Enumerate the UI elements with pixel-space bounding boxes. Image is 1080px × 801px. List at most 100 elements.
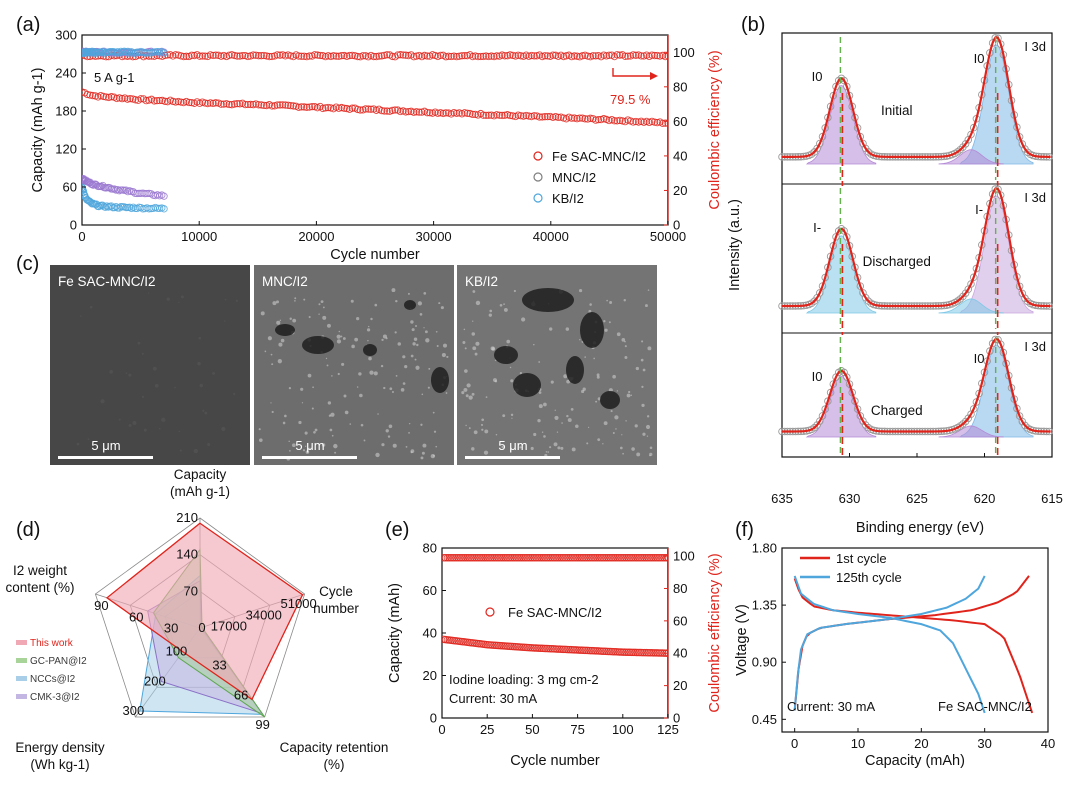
- series-fe-sac-mnc-i2-capacity-point: [118, 94, 126, 103]
- panel-e-efficiency-point: [579, 553, 587, 562]
- sem-texture-dot: [421, 451, 425, 455]
- panel-e-efficiency-point: [474, 553, 482, 562]
- sem-texture-dot: [471, 447, 475, 451]
- series-fe-sac-mnc-i2-efficiency-point: [517, 52, 525, 60]
- series-fe-sac-mnc-i2-capacity-point: [610, 117, 619, 125]
- sem-texture-dot: [204, 411, 208, 415]
- radar-axis-label: Energy density: [15, 740, 105, 755]
- series-fe-sac-mnc-i2-efficiency-point: [605, 51, 613, 59]
- panel-e-efficiency-point: [590, 553, 598, 562]
- sem-texture-dot: [270, 353, 273, 356]
- scalebar-kb: [465, 456, 560, 459]
- sem-texture-dot: [342, 337, 346, 340]
- sem-texture-dot: [615, 428, 617, 430]
- scalebar-fe-sac: [58, 456, 153, 459]
- panel-a-y2-tick-label: 20: [673, 183, 687, 198]
- sem-texture-dot: [380, 364, 384, 368]
- sem-texture-dot: [608, 321, 611, 324]
- sem-texture-dot: [322, 306, 325, 309]
- panel-f-material-note: Fe SAC-MNC/I2: [938, 699, 1032, 714]
- sem-texture-dot: [474, 352, 478, 356]
- panel-b-xlabel: Binding energy (eV): [856, 520, 984, 536]
- series-fe-sac-mnc-i2-efficiency-point: [378, 52, 386, 60]
- series-fe-sac-mnc-i2-capacity-point: [273, 101, 281, 109]
- sem-texture-dot: [538, 391, 542, 394]
- panel-e-y2label: Coulombic efficiency (%): [707, 553, 723, 712]
- sem-texture-dot: [327, 401, 332, 405]
- panel-e-efficiency-point: [544, 553, 553, 562]
- panel-e-y2-tick-label: 60: [673, 613, 687, 628]
- series-fe-sac-mnc-i2-efficiency-point: [436, 51, 445, 60]
- sem-label-kb: KB/I2: [465, 274, 498, 289]
- panel-b-data-point: [810, 423, 819, 432]
- series-fe-sac-mnc-i2-efficiency-point: [311, 51, 319, 59]
- sem-pore: [302, 336, 334, 354]
- sem-texture-dot: [503, 303, 505, 305]
- sem-texture-dot: [511, 417, 513, 419]
- panel-e-efficiency-point: [546, 553, 555, 562]
- panel-b-state-label: Charged: [871, 403, 923, 418]
- scalebar-mnc: [262, 456, 357, 459]
- series-fe-sac-mnc-i2-efficiency-point: [359, 52, 367, 60]
- series-fe-sac-mnc-i2-capacity-point: [415, 108, 423, 116]
- sem-texture-dot: [481, 428, 484, 431]
- sem-texture-dot: [158, 427, 161, 430]
- series-fe-sac-mnc-i2-efficiency-point: [578, 52, 587, 60]
- panel-b-data-point: [834, 76, 843, 85]
- sem-texture-dot: [521, 317, 526, 322]
- series-fe-sac-mnc-i2-capacity-point: [530, 112, 538, 120]
- sem-texture-dot: [465, 424, 467, 427]
- radar-axis-label: (%): [324, 757, 345, 772]
- sem-texture-dot: [491, 347, 496, 351]
- sem-texture-dot: [312, 386, 314, 389]
- series-fe-sac-mnc-i2-capacity-point: [131, 96, 140, 104]
- series-fe-sac-mnc-i2-capacity-point: [228, 101, 236, 109]
- panel-b-data-point: [837, 74, 846, 83]
- series-fe-sac-mnc-i2-efficiency-point: [613, 51, 621, 59]
- panel-a-y2-tick-label: 0: [673, 218, 680, 233]
- panel-e-efficiency-point: [515, 553, 524, 562]
- sem-texture-dot: [636, 452, 641, 457]
- sem-texture-dot: [410, 354, 414, 358]
- series-fe-sac-mnc-i2-capacity-point: [485, 111, 493, 119]
- sem-texture-dot: [430, 453, 436, 459]
- sem-texture-dot: [584, 356, 586, 358]
- series-fe-sac-mnc-i2-capacity-point: [321, 104, 330, 112]
- sem-texture-dot: [341, 362, 345, 366]
- series-mnc-i2-capacity-point: [133, 189, 141, 198]
- series-fe-sac-mnc-i2-efficiency-point: [602, 52, 611, 60]
- series-fe-sac-mnc-i2-efficiency-point: [324, 52, 332, 60]
- panel-b-state-label: Initial: [881, 103, 913, 118]
- panel-e-efficiency-point: [476, 553, 484, 562]
- sem-texture-dot: [578, 288, 583, 293]
- panel-f-charge-curve-1st: [793, 575, 1030, 711]
- series-fe-sac-mnc-i2-capacity-point: [353, 105, 362, 114]
- sem-texture-dot: [311, 407, 314, 410]
- sem-texture-dot: [461, 391, 465, 395]
- legend-swatch-nccs: [16, 676, 27, 681]
- radar-tick-label: 100: [166, 644, 188, 659]
- panel-e-x-tick-label: 0: [438, 722, 445, 737]
- sem-texture-dot: [318, 313, 320, 315]
- series-fe-sac-mnc-i2-capacity-point: [356, 106, 364, 114]
- sem-texture-dot: [404, 365, 408, 369]
- panel-e-efficiency-point: [548, 553, 557, 562]
- series-fe-sac-mnc-i2-capacity-point: [102, 93, 110, 101]
- panel-b-x-tick-label: 615: [1041, 491, 1063, 506]
- series-kb-i2-efficiency-point: [127, 48, 136, 56]
- panel-a-x-tick-label: 10000: [181, 229, 217, 244]
- panel-e-y2-tick-label: 20: [673, 678, 687, 693]
- series-fe-sac-mnc-i2-efficiency-point: [469, 52, 477, 61]
- panel-a-legend: Fe SAC-MNC/I2 MNC/I2 KB/I2: [533, 149, 646, 206]
- series-fe-sac-mnc-i2-efficiency-point: [238, 51, 247, 60]
- sem-texture-dot: [235, 299, 238, 303]
- sem-texture-dot: [432, 411, 435, 414]
- series-fe-sac-mnc-i2-capacity-point: [161, 97, 169, 105]
- panel-f-x-tick-label: 10: [851, 736, 865, 751]
- panel-e-efficiency-point: [640, 553, 649, 562]
- sem-texture-dot: [308, 447, 311, 450]
- panel-a-y2-tick-label: 80: [673, 79, 687, 94]
- series-fe-sac-mnc-i2-capacity-point: [586, 114, 595, 122]
- sem-texture-dot: [402, 382, 406, 385]
- series-fe-sac-mnc-i2-efficiency-point: [621, 52, 629, 60]
